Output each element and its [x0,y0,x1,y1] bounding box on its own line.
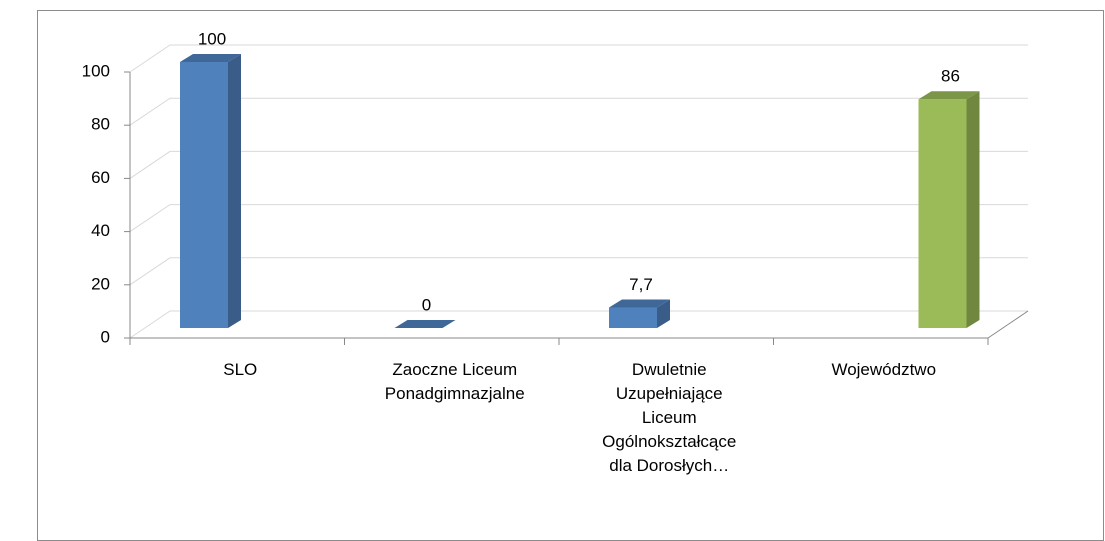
bar-front [180,62,228,328]
grid-line [129,44,1028,73]
bar-front [918,99,967,329]
bar-top [394,320,456,328]
bar-top [609,299,670,308]
bar-side [228,54,241,328]
grid-line [129,97,1028,126]
y-tick-label: 20 [91,274,110,293]
bar-side [966,91,980,329]
grid-line [129,310,1028,339]
y-tick-label: 40 [91,221,110,240]
x-tick-label: Województwo [831,360,937,379]
bar-side [657,299,670,328]
data-label: 7,7 [629,275,653,294]
y-tick-label: 100 [82,61,110,80]
grid-line [129,204,1028,233]
data-label: 86 [941,67,960,86]
grid-line [129,257,1028,286]
x-tick-label: SLO [223,360,258,379]
bar-top [918,91,980,100]
data-label: 0 [422,295,431,314]
y-tick-label: 0 [101,327,110,346]
x-tick-label: Zaoczne Liceum Ponadgimnazjalne [384,360,525,403]
x-tick-label: Dwuletnie Uzupełniające Liceum Ogólnoksz… [602,360,737,475]
floor-edge [987,310,1029,339]
y-tick-label: 60 [91,168,110,187]
bar-top [180,54,241,62]
y-tick-label: 80 [91,115,110,134]
data-label: 100 [198,29,226,48]
bar-front [609,307,657,328]
grid-line [129,150,1028,179]
